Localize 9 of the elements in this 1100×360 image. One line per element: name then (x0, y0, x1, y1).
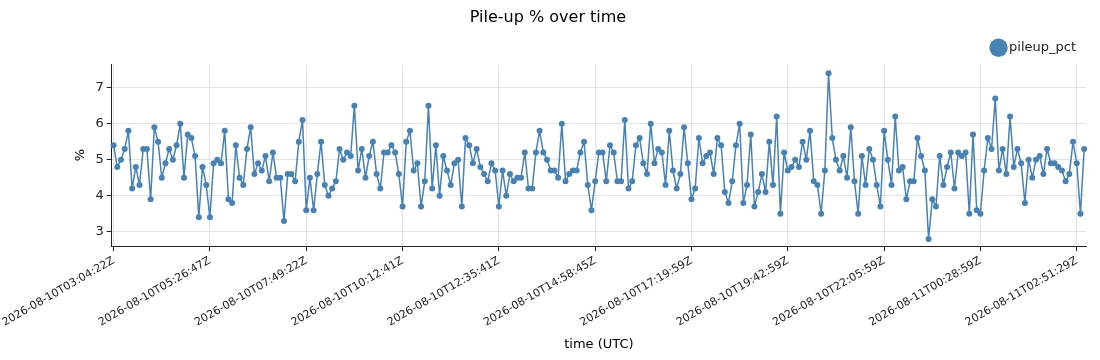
y-tick-label: 6 (95, 115, 104, 131)
y-tick-label: 7 (95, 79, 104, 94)
y-tick-label: 4 (95, 187, 104, 203)
y-axis-title: % (72, 149, 88, 162)
y-tick-label: 5 (95, 151, 104, 167)
x-axis-title: time (UTC) (564, 335, 634, 351)
chart-title: Pile-up % over time (469, 6, 627, 26)
y-tick-label: 3 (95, 223, 104, 239)
legend-label: pileup_pct (1009, 39, 1077, 55)
